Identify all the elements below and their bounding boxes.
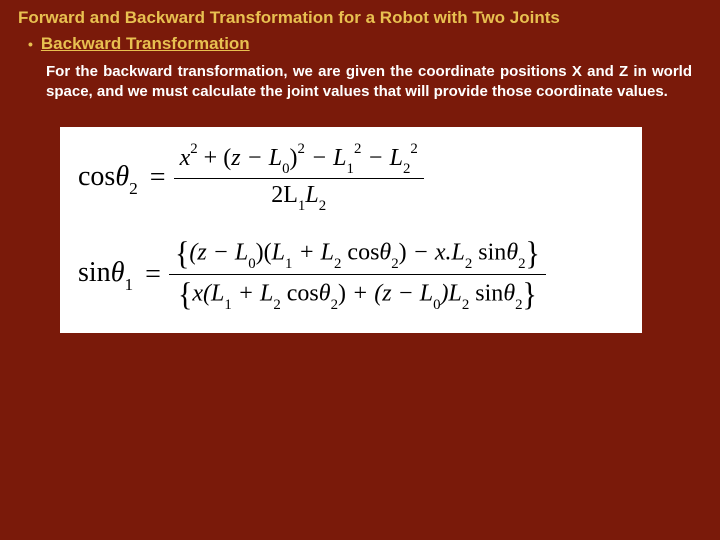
eq2-den-zL0: + (z − L (346, 281, 433, 307)
eq2-den-cos: cos (281, 281, 319, 307)
eq1-zL0: z − L (231, 145, 282, 171)
eq1-func: cos (78, 161, 115, 192)
eq2-den-brace-close: } (523, 276, 537, 313)
eq1-den-L2-sub: 2 (319, 198, 326, 214)
eq2-denominator: {x(L1 + L2 cosθ2) + (z − L0)L2 sinθ2} (172, 275, 543, 315)
eq2-num-L2: + L (292, 240, 334, 266)
eq1-L2: − L (361, 145, 403, 171)
equation-sin-theta1: sinθ1 = {(z − L0)(L1 + L2 cosθ2) − x.L2 … (78, 234, 624, 315)
eq2-lhs: sinθ1 (78, 257, 133, 293)
eq2-fraction: {(z − L0)(L1 + L2 cosθ2) − x.L2 sinθ2} {… (169, 234, 546, 315)
subtitle-row: • Backward Transformation (28, 34, 702, 54)
body-paragraph: For the backward transformation, we are … (46, 62, 692, 103)
eq1-L1-sup: 2 (354, 141, 361, 157)
eq2-num-sin-theta: θ (506, 240, 518, 266)
eq2-num-cos-sub: 2 (391, 256, 398, 272)
eq2-func: sin (78, 257, 111, 288)
subtitle-text: Backward Transformation (41, 34, 250, 54)
eq1-theta: θ (115, 161, 129, 192)
eq2-den-sin: sin (469, 281, 503, 307)
eq2-num-cos-theta: θ (379, 240, 391, 266)
eq2-numerator: {(z − L0)(L1 + L2 cosθ2) − x.L2 sinθ2} (169, 234, 546, 274)
eq1-den-L1-sub: 1 (298, 198, 305, 214)
eq1-paren: ) (290, 145, 298, 171)
eq1-x: x (180, 145, 191, 171)
eq2-num-a-sub: 0 (248, 256, 255, 272)
eq2-num-brace-close: } (526, 235, 540, 272)
eq2-den-L2: + L (232, 281, 274, 307)
eq2-den-L2b-sub: 2 (462, 297, 469, 313)
eq1-L2-sub: 2 (403, 161, 410, 177)
eq1-denominator: 2L1L2 (265, 179, 332, 216)
eq2-num-sin-sub: 2 (518, 256, 525, 272)
eq1-fraction: x2 + (z − L0)2 − L12 − L22 2L1L2 (174, 141, 424, 217)
eq2-num-xL2-sub: 2 (465, 256, 472, 272)
eq1-numerator: x2 + (z − L0)2 − L12 − L22 (174, 141, 424, 179)
eq2-num-L2-sub: 2 (334, 256, 341, 272)
eq2-num-L1: L (272, 240, 285, 266)
eq1-lhs: cosθ2 (78, 161, 138, 197)
eq2-den-cos-theta: θ (319, 281, 331, 307)
eq1-L2-sup: 2 (410, 141, 417, 157)
eq2-den-brace-open: { (178, 276, 192, 313)
bullet-icon: • (28, 36, 33, 52)
eq1-L1-sub: 1 (347, 161, 354, 177)
eq2-den-sin-sub: 2 (515, 297, 522, 313)
eq2-num-cos: cos (341, 240, 379, 266)
eq1-den-L2: L (305, 182, 318, 208)
eq2-num-xL2: − x.L (407, 240, 465, 266)
eq2-den-sin-theta: θ (503, 281, 515, 307)
eq2-den-L2b: )L (441, 281, 462, 307)
eq1-2L1: 2L (271, 182, 298, 208)
eq2-theta-sub: 1 (124, 275, 133, 294)
eq1-plus1: + ( (198, 145, 232, 171)
eq1-L1: − L (305, 145, 347, 171)
eq2-num-brace-open: { (175, 235, 189, 272)
eq2-num-cos-close: ) (399, 240, 407, 266)
eq1-theta-sub: 2 (129, 179, 138, 198)
slide-title: Forward and Backward Transformation for … (18, 8, 702, 28)
eq1-paren-sup: 2 (298, 141, 305, 157)
eq1-L0-sub: 0 (282, 161, 289, 177)
eq2-den-cos-close: ) (338, 281, 346, 307)
eq2-den-xL1: x(L (192, 281, 224, 307)
eq2-den-L1-sub: 1 (224, 297, 231, 313)
eq1-x-sup: 2 (190, 141, 197, 157)
eq2-num-L1-sub: 1 (285, 256, 292, 272)
eq2-equals: = (145, 259, 161, 291)
eq1-equals: = (150, 162, 166, 194)
eq2-den-L0-sub: 0 (433, 297, 440, 313)
equation-cos-theta2: cosθ2 = x2 + (z − L0)2 − L12 − L22 2L1L2 (78, 141, 624, 217)
slide: Forward and Backward Transformation for … (0, 0, 720, 540)
eq2-num-a-close: )( (256, 240, 272, 266)
eq2-num-sin: sin (472, 240, 506, 266)
eq2-den-cos-sub: 2 (331, 297, 338, 313)
eq2-theta: θ (111, 257, 125, 288)
formula-panel: cosθ2 = x2 + (z − L0)2 − L12 − L22 2L1L2… (60, 127, 642, 334)
eq2-den-L2-sub: 2 (273, 297, 280, 313)
eq2-num-a: (z − L (189, 240, 248, 266)
